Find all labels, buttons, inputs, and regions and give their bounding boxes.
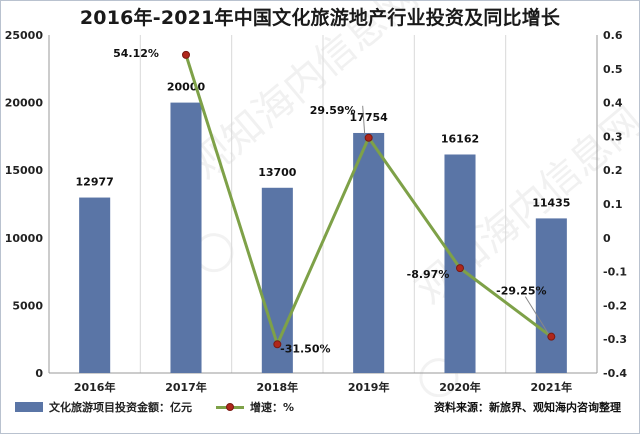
- y-right-tick-label: 0.4: [603, 97, 623, 110]
- legend-bar-swatch: [15, 402, 43, 412]
- chart-title: 2016年-2021年中国文化旅游地产行业投资及同比增长: [79, 7, 561, 29]
- y-right-tick-label: -0.4: [603, 367, 627, 380]
- growth-value-label: -29.25%: [496, 285, 546, 298]
- y-left-tick-label: 15000: [5, 164, 44, 177]
- growth-value-label: 54.12%: [113, 47, 159, 60]
- bar-value-label: 13700: [258, 166, 297, 179]
- y-right-tick-label: 0.1: [603, 198, 623, 211]
- y-right-tick-label: 0.2: [603, 164, 623, 177]
- growth-marker: [364, 133, 373, 142]
- y-right-tick-label: -0.3: [603, 333, 627, 346]
- bar-value-label: 12977: [76, 176, 114, 189]
- axes: 0 5000 10000 15000 20000 25000 -0.4 -0.3 -0.2 -0.…: [5, 29, 628, 394]
- growth-marker: [273, 340, 282, 349]
- growth-labels: 54.12% -31.50% 29.59% -8.97% -29.25%: [113, 47, 549, 355]
- legend-line-swatch: [216, 402, 244, 412]
- bar: [79, 197, 111, 373]
- y-right-tick-label: -0.2: [603, 299, 627, 312]
- y-left-tick-label: 10000: [5, 232, 44, 245]
- source-note: 资料来源：新旅界、观知海内咨询整理: [434, 401, 621, 414]
- y-left-tick-label: 20000: [5, 97, 44, 110]
- growth-label-leader: [524, 296, 549, 334]
- x-tick-label: 2021年: [531, 380, 573, 394]
- bar: [535, 218, 567, 373]
- y-left-tick-label: 5000: [12, 299, 43, 312]
- bars: [79, 102, 567, 373]
- bar-value-label: 17754: [350, 111, 389, 124]
- bar-value-label: 20000: [167, 81, 206, 94]
- growth-marker: [456, 264, 464, 273]
- growth-value-label: -31.50%: [280, 342, 330, 355]
- x-tick-label: 2016年: [74, 380, 116, 394]
- x-tick-label: 2020年: [439, 380, 481, 394]
- growth-value-label: -8.97%: [407, 268, 450, 281]
- bar-value-label: 11435: [532, 196, 570, 209]
- bar-value-label: 16162: [441, 132, 479, 145]
- y-right-tick-label: 0.3: [603, 130, 623, 143]
- y-right-tick-label: 0: [603, 232, 611, 245]
- chart-svg: 观知海内信息网 观知海内信息网 050001000015000200002500…: [5, 1, 639, 397]
- x-tick-label: 2018年: [257, 380, 299, 394]
- growth-marker: [182, 50, 190, 59]
- legend-line-label: 增速：%: [250, 401, 295, 414]
- y-right-tick-label: 0.6: [603, 29, 623, 42]
- y-right-tick-label: 0.5: [603, 63, 623, 76]
- bar: [444, 154, 476, 373]
- y-left-tick-label: 25000: [5, 29, 44, 42]
- y-left-tick-label: 0: [35, 367, 43, 380]
- growth-label-leader: [362, 105, 366, 134]
- x-tick-label: 2019年: [348, 380, 390, 394]
- legend-bar-label: 文化旅游项目投资金额：亿元: [49, 401, 192, 414]
- growth-value-label: 29.59%: [310, 104, 356, 117]
- bar: [353, 132, 385, 373]
- x-tick-label: 2017年: [165, 380, 207, 394]
- y-right-tick-label: -0.1: [603, 266, 627, 279]
- legend: 文化旅游项目投资金额：亿元 增速：%: [15, 399, 294, 415]
- legend-marker-icon: [226, 403, 234, 411]
- growth-marker: [547, 332, 556, 341]
- growth-line: [182, 50, 556, 349]
- bar: [170, 102, 202, 373]
